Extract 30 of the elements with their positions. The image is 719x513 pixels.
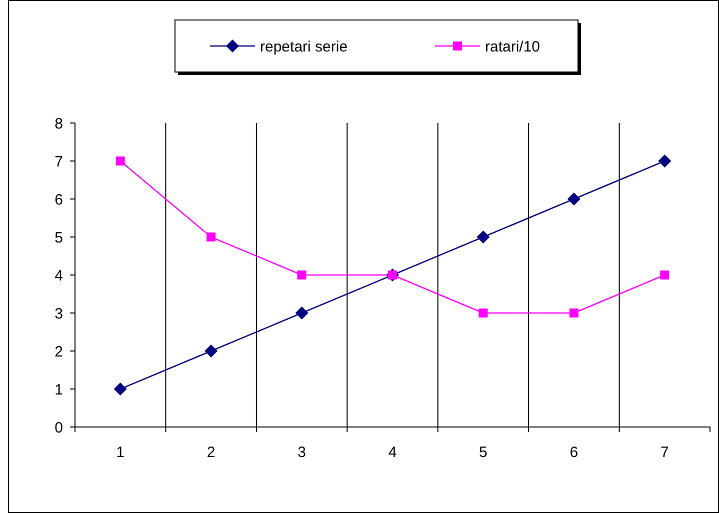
point [206, 232, 216, 242]
point [658, 154, 672, 168]
x-tick-label: 1 [116, 444, 125, 461]
y-tick-label: 0 [54, 419, 63, 436]
y-tick-label: 3 [54, 305, 63, 322]
y-tick-label: 8 [54, 115, 63, 132]
y-tick-label: 4 [54, 267, 63, 284]
point [478, 308, 488, 318]
point [204, 344, 218, 358]
y-tick-label: 1 [54, 381, 63, 398]
y-tick-label: 6 [54, 191, 63, 208]
x-tick-label: 3 [298, 444, 306, 461]
point [660, 270, 670, 280]
x-tick-label: 6 [570, 444, 578, 461]
point [116, 156, 125, 166]
legend-label: ratari/10 [485, 38, 540, 56]
x-tick-label: 5 [479, 444, 488, 461]
point [567, 192, 580, 206]
y-tick-label: 2 [54, 343, 63, 360]
point [569, 308, 578, 318]
y-tick-label: 5 [54, 229, 63, 246]
point [295, 306, 308, 320]
x-tick-label: 4 [388, 444, 397, 461]
x-tick-label: 7 [660, 444, 669, 461]
point [297, 270, 306, 280]
legend-label: repetari serie [260, 38, 348, 56]
point [114, 382, 127, 396]
x-tick-label: 2 [206, 444, 216, 461]
point [476, 230, 490, 244]
y-tick-label: 7 [54, 153, 63, 170]
